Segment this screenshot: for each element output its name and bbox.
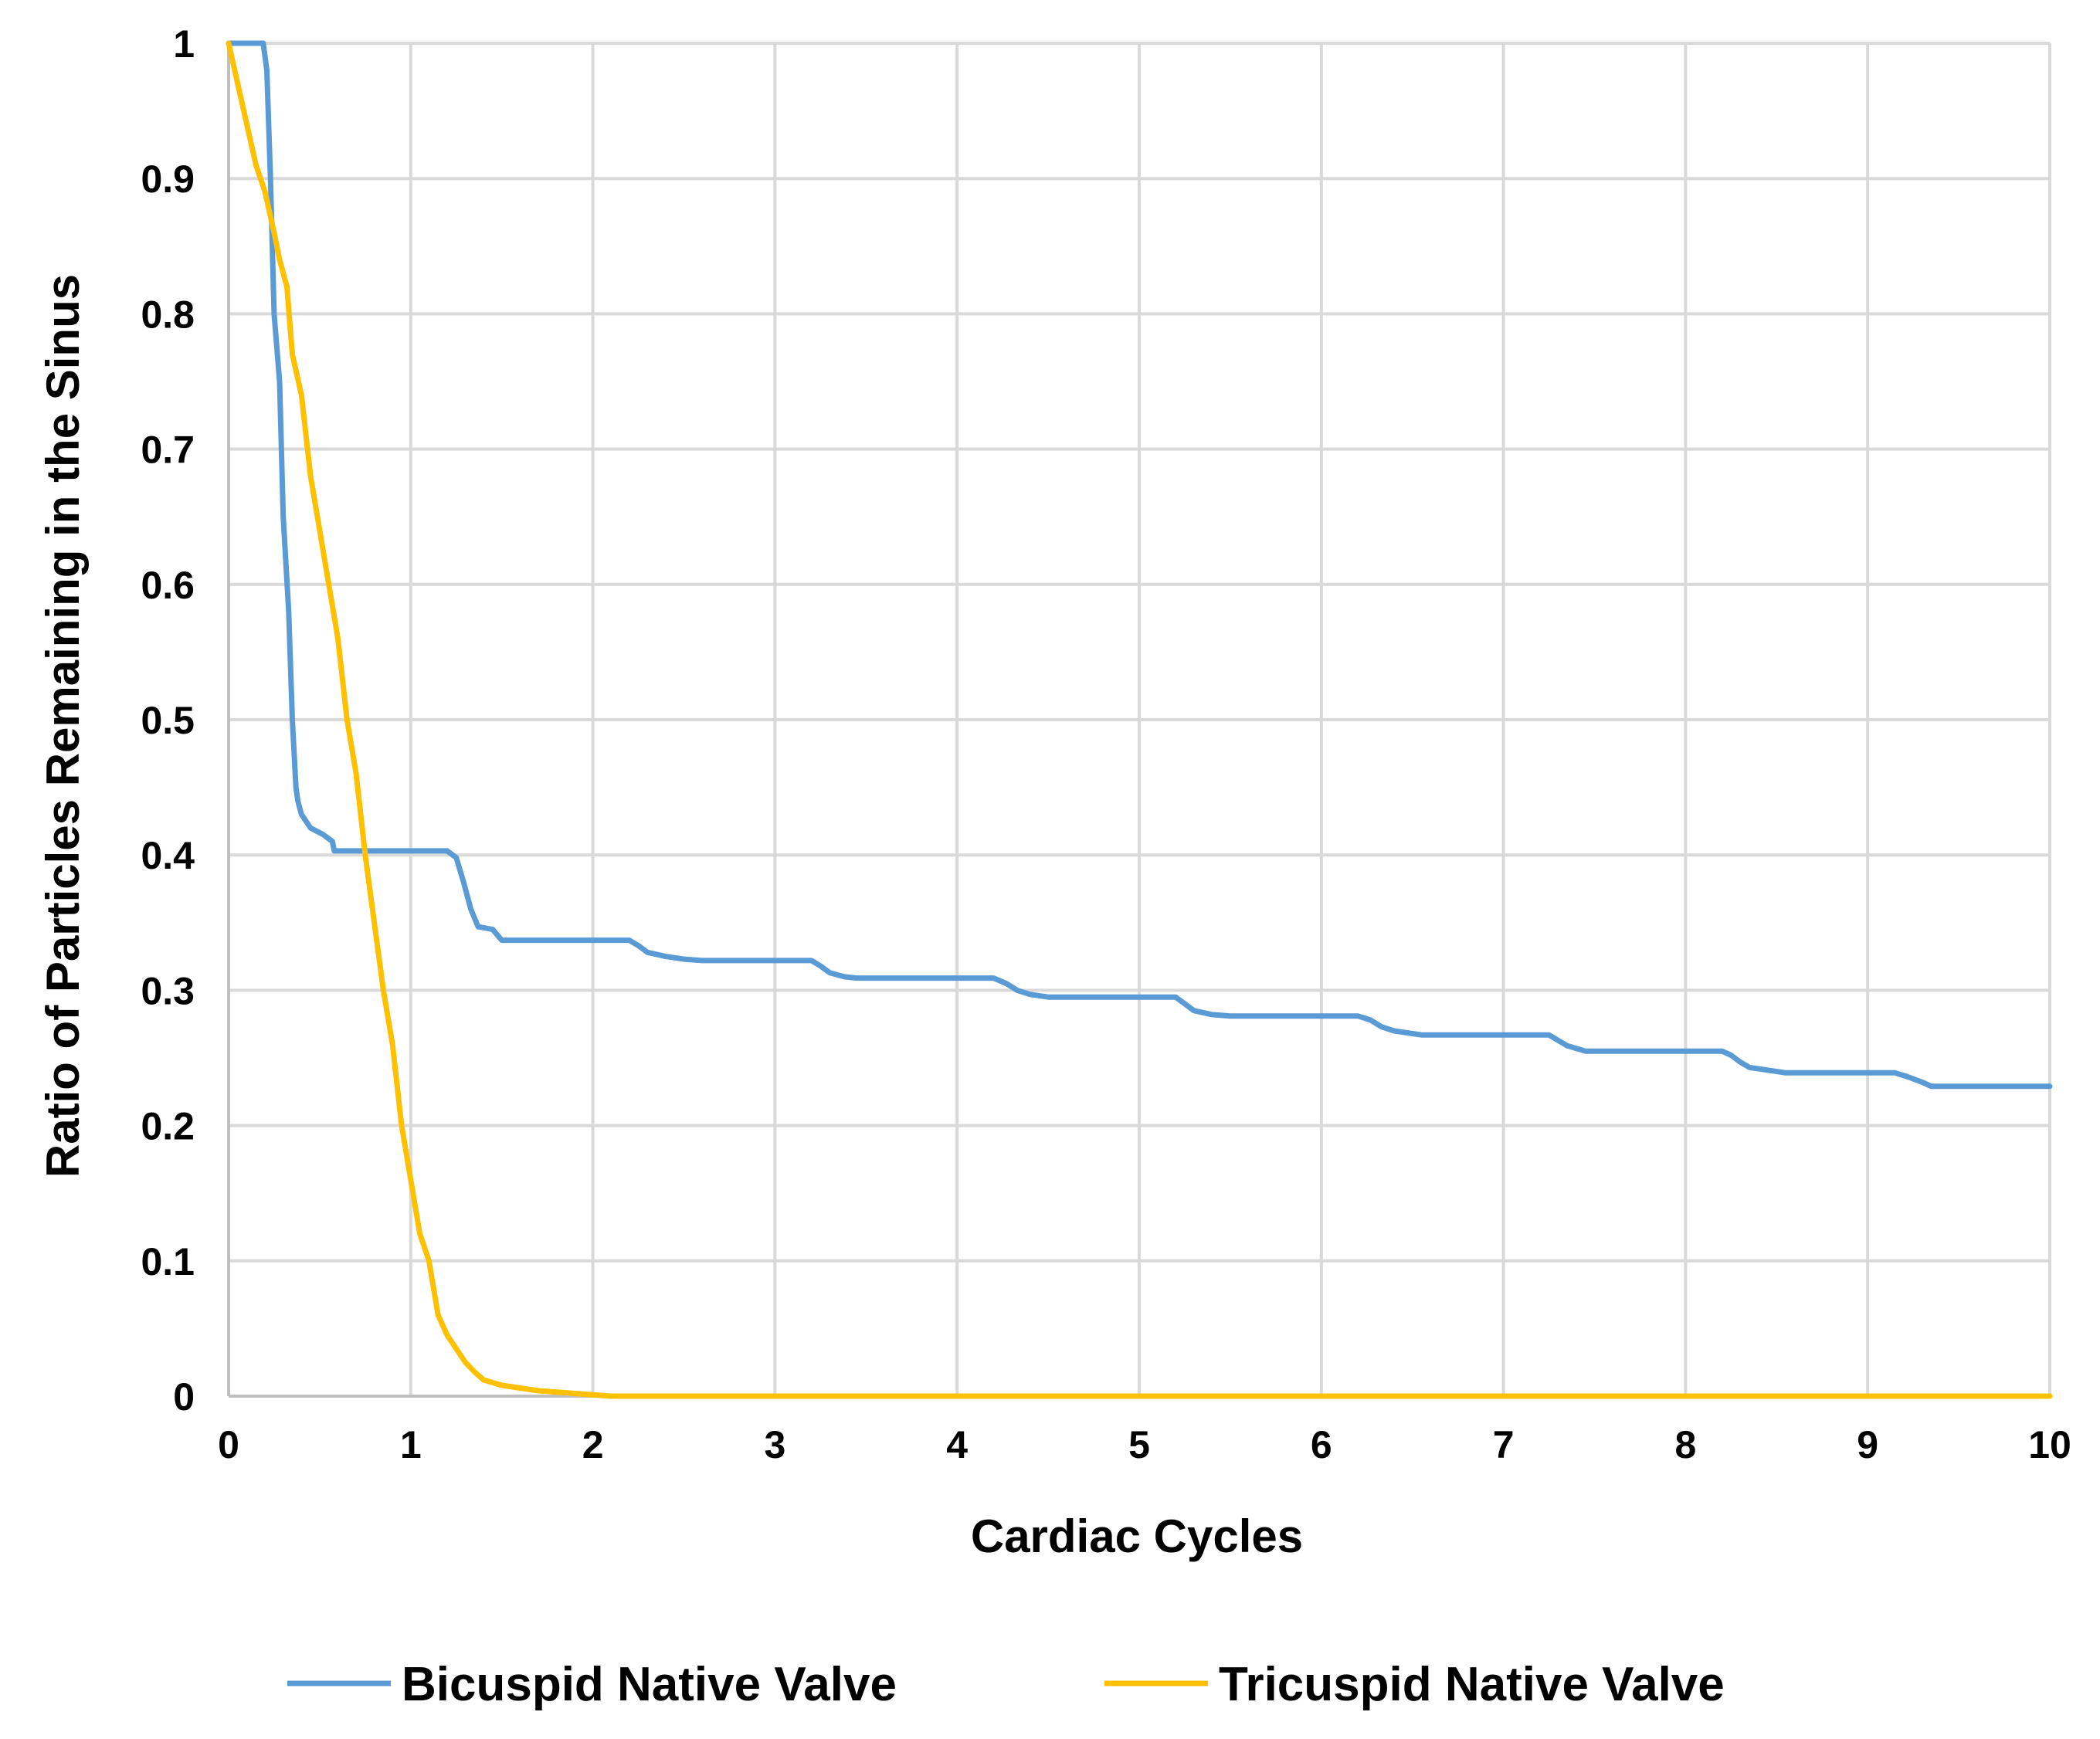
y-tick-label: 0.8 (141, 293, 195, 336)
y-tick-label: 0.1 (141, 1240, 195, 1283)
x-tick-label: 2 (582, 1423, 604, 1466)
x-tick-label: 6 (1311, 1423, 1332, 1466)
x-tick-label: 7 (1493, 1423, 1515, 1466)
y-tick-label: 0.6 (141, 564, 195, 607)
gridlines (229, 42, 2051, 1396)
y-tick-label: 0.5 (141, 699, 195, 742)
y-tick-label: 1 (173, 22, 195, 66)
x-tick-label: 1 (400, 1423, 422, 1466)
y-tick-label: 0.9 (141, 158, 195, 201)
tick-labels: 00.10.20.30.40.50.60.70.80.910 1 2 3 4 5 6 7 8 9 1… (141, 22, 2071, 1466)
y-tick-label: 0.3 (141, 969, 195, 1012)
y-axis-title: Ratio of Particles Remaining in the Sinu… (37, 274, 89, 1178)
series-line-tricuspid (226, 40, 2053, 1399)
x-tick-label: 4 (946, 1423, 968, 1466)
y-tick-label: 0.4 (141, 834, 195, 877)
x-tick-label: 0 (218, 1423, 239, 1466)
legend: Bicuspid Native Valve Tricuspid Native V… (287, 1658, 1725, 1711)
series-lines (226, 40, 2053, 1399)
x-tick-label: 9 (1857, 1423, 1878, 1466)
x-axis-title: Cardiac Cycles (971, 1510, 1303, 1562)
x-tick-label: 8 (1674, 1423, 1696, 1466)
series-line-bicuspid (226, 40, 2053, 1090)
x-tick-label: 5 (1128, 1423, 1150, 1466)
x-tick-label: 10 (2028, 1423, 2071, 1466)
y-tick-label: 0.2 (141, 1105, 195, 1148)
legend-label-tricuspid: Tricuspid Native Valve (1219, 1658, 1725, 1711)
legend-label-bicuspid: Bicuspid Native Valve (402, 1658, 897, 1711)
x-tick-label: 3 (764, 1423, 785, 1466)
y-tick-label: 0 (173, 1375, 195, 1419)
y-tick-label: 0.7 (141, 429, 195, 472)
